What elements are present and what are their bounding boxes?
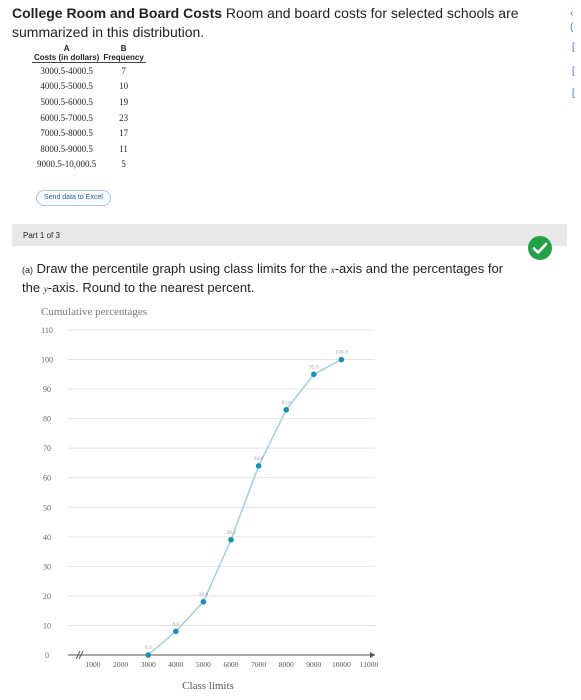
- side-toolbar: ‹ ( [ [ [: [568, 0, 581, 120]
- table-row: 6000.5-7000.5 23: [32, 110, 146, 126]
- table-row: 4000.5-5000.5 10: [32, 79, 146, 95]
- data-label: 39.0: [226, 530, 236, 536]
- table-row: 3000.5-4000.5 7: [32, 63, 146, 79]
- x-tick-label: 6000: [224, 660, 239, 669]
- table-row: 7000.5-8000.5 17: [32, 125, 146, 141]
- problem-statement: College Room and Board Costs Room and bo…: [12, 4, 560, 42]
- data-point: [200, 599, 207, 605]
- y-tick-label: 90: [43, 385, 51, 394]
- part-tag: (a): [22, 265, 33, 275]
- x-tick-label: 4000: [168, 660, 183, 669]
- x-tick-label: 3000: [141, 660, 156, 669]
- y-variable: y: [43, 284, 48, 294]
- data-point: [338, 356, 345, 363]
- cost-range-cell: 7000.5-8000.5: [40, 128, 93, 139]
- frequency-cell: 11: [119, 143, 128, 154]
- y-tick-label: 70: [43, 444, 51, 453]
- cost-range-cell: 6000.5-7000.5: [40, 112, 93, 123]
- cost-range-cell: 8000.5-9000.5: [40, 143, 93, 154]
- part-header: Part 1 of 3: [12, 224, 567, 246]
- frequency-cell: 10: [119, 81, 129, 92]
- x-tick-label: 2000: [113, 660, 128, 669]
- data-label: 100.0: [335, 350, 348, 356]
- x-axis-label: Class limits: [182, 680, 234, 692]
- percentile-graph: Cumulative percentages 0 10 20 30 40 50 60 70 80 9…: [41, 306, 379, 692]
- data-label: 0.0: [145, 645, 152, 651]
- y-tick-label: 30: [43, 562, 51, 571]
- cost-range-cell: 5000.5-6000.5: [40, 96, 93, 107]
- y-tick-label: 40: [43, 533, 51, 542]
- data-point: [283, 406, 290, 413]
- side-icon[interactable]: ‹: [570, 8, 574, 19]
- cost-range-cell: 3000.5-4000.5: [40, 65, 93, 76]
- ogive-line: [147, 358, 342, 656]
- problem-text: Room and board costs for selected school…: [12, 5, 519, 40]
- y-tick-label: 50: [43, 503, 51, 512]
- y-tick-label: 100: [41, 356, 53, 365]
- x-tick-label: 1000: [86, 660, 101, 669]
- y-tick-label: 80: [43, 415, 51, 424]
- data-label: 83.0: [281, 400, 291, 406]
- problem-title: College Room and Board Costs: [12, 5, 223, 21]
- data-label: 8.0: [172, 621, 179, 627]
- x-tick-label: 7000: [251, 660, 266, 669]
- y-tick-label: 20: [43, 592, 51, 601]
- x-tick-label: 5000: [196, 660, 211, 669]
- cost-range-cell: 9000.5-10,000.5: [37, 159, 97, 170]
- side-icon[interactable]: [: [572, 88, 575, 99]
- cost-range-cell: 4000.5-5000.5: [40, 81, 93, 92]
- x-tick-label: 9000: [306, 660, 321, 669]
- frequency-cell: 5: [121, 159, 126, 170]
- data-point: [145, 652, 151, 658]
- question-segment: -axis and the percentages for the: [22, 261, 504, 295]
- table-row: 8000.5-9000.5 11: [32, 141, 146, 157]
- frequency-cell: 23: [119, 112, 129, 123]
- question-segment: -axis. Round to the nearest percent.: [47, 280, 255, 295]
- side-icon[interactable]: [: [572, 42, 575, 53]
- column-letter-b: B: [120, 44, 127, 53]
- side-icon[interactable]: (: [570, 22, 574, 33]
- frequency-table: A B Costs (in dollars) Frequency 3000.5-…: [32, 44, 146, 172]
- data-label: 18.0: [199, 592, 209, 598]
- y-axis-label: Cumulative percentages: [41, 306, 147, 318]
- y-tick-label: 10: [43, 621, 51, 630]
- axis-break-mark: [75, 650, 81, 660]
- data-point: [228, 536, 234, 543]
- axis-break-mark: [78, 650, 84, 660]
- column-letter-a: A: [63, 44, 70, 53]
- question-text: (a) Draw the percentile graph using clas…: [22, 260, 522, 298]
- x-variable: x: [330, 265, 335, 275]
- frequency-cell: 17: [119, 128, 129, 139]
- x-tick-label: 11000: [360, 660, 379, 669]
- column-header-frequency: Frequency: [101, 53, 146, 63]
- side-icon[interactable]: [: [572, 66, 575, 77]
- send-to-excel-button[interactable]: Send data to Excel: [36, 190, 111, 206]
- column-header-costs: Costs (in dollars): [32, 53, 102, 63]
- x-tick-label: 8000: [279, 660, 294, 669]
- data-point: [311, 371, 317, 378]
- part-label: Part 1 of 3: [23, 231, 60, 240]
- table-row: 9000.5-10,000.5 5: [32, 157, 146, 173]
- x-axis-arrow: [370, 652, 375, 658]
- x-tick-label: 10000: [332, 660, 351, 669]
- question-segment: Draw the percentile graph using class li…: [33, 261, 331, 276]
- frequency-cell: 19: [119, 96, 129, 107]
- frequency-cell: 7: [121, 65, 126, 76]
- correct-check-icon: [528, 236, 552, 260]
- y-tick-label: 60: [43, 474, 51, 483]
- y-tick-label: 0: [45, 651, 49, 660]
- table-row: 5000.5-6000.5 19: [32, 94, 146, 110]
- data-label: 64.0: [254, 456, 264, 462]
- data-point: [173, 628, 179, 635]
- y-tick-label: 110: [41, 326, 53, 335]
- data-point: [255, 463, 262, 469]
- data-label: 95.0: [309, 364, 319, 370]
